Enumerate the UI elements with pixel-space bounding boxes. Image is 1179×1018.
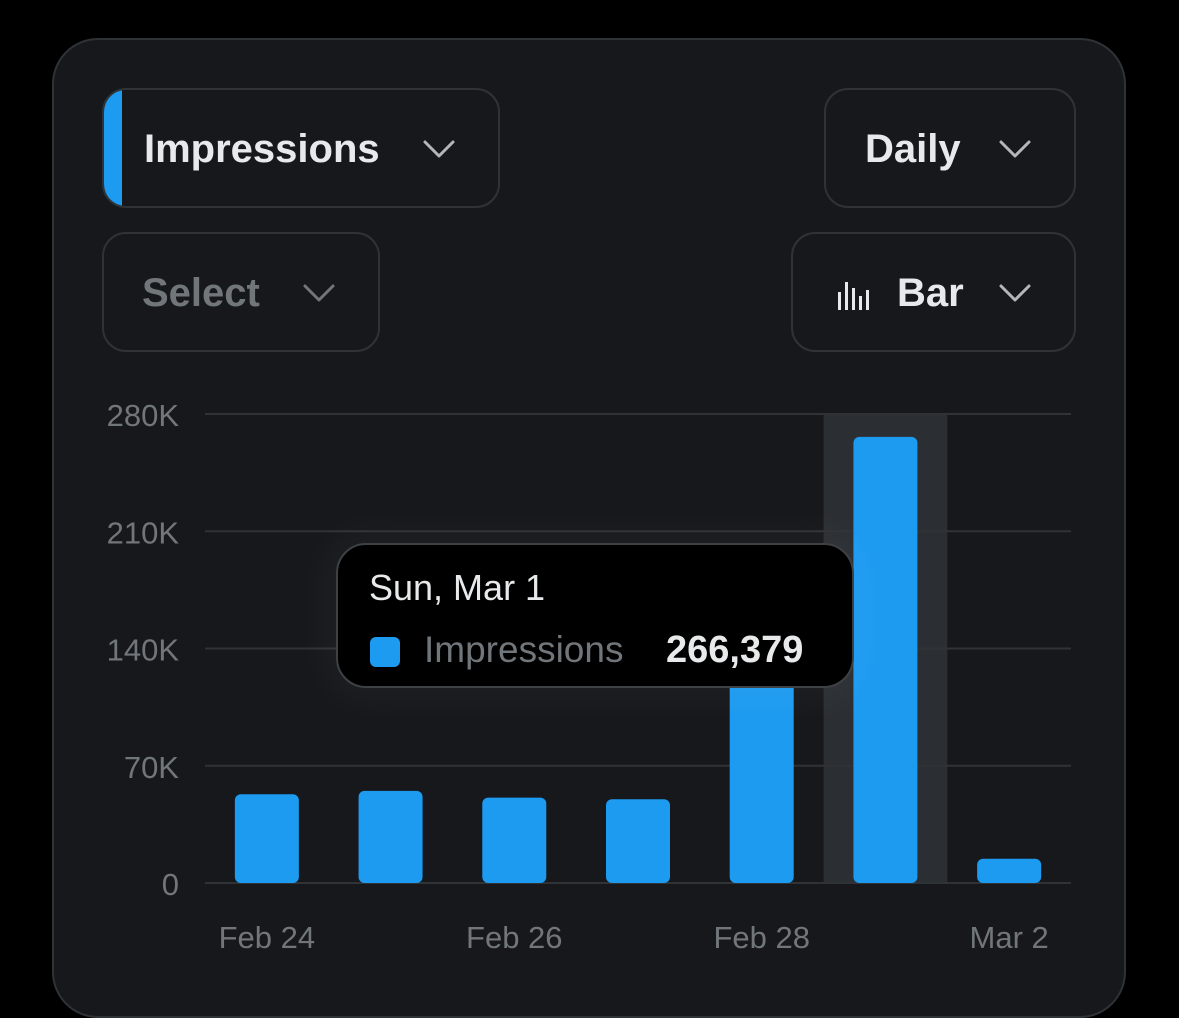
y-tick-label: 140K [107,633,180,668]
impressions-bar-chart: 0 70K 140K 210K 280K Feb 24 Feb 26 Feb 28 Mar 2 [107,398,1071,955]
chevron-down-icon [423,140,455,158]
bar-mar-2 [977,858,1042,883]
period-dropdown[interactable]: Daily [824,88,1076,208]
tooltip-date: Sun, Mar 1 [369,567,546,608]
x-tick-label: Feb 26 [466,920,563,955]
chart-tooltip: Sun, Mar 1 Impressions 266,379 [336,543,854,688]
bar-feb-25 [358,790,423,883]
metric-dropdown-label: Impressions [144,127,380,171]
chevron-down-icon [999,284,1031,302]
bar-feb-27 [606,799,670,883]
metric-dropdown[interactable]: Impressions [102,88,500,208]
y-tick-label: 0 [162,867,179,902]
bar-feb-28 [729,661,794,883]
y-tick-label: 210K [107,515,180,550]
chevron-down-icon [303,284,335,302]
tooltip-series-swatch [370,637,400,667]
chevron-down-icon [999,140,1031,158]
bar-feb-26 [482,797,547,883]
tooltip-series-name: Impressions [424,629,624,670]
period-dropdown-label: Daily [865,127,961,171]
y-tick-label: 280K [107,398,180,433]
chart-type-label: Bar [897,271,964,315]
bar-mar-1 [853,436,918,883]
metric-color-indicator [104,90,122,206]
x-tick-label: Mar 2 [970,920,1049,955]
y-tick-label: 70K [124,750,179,785]
x-tick-label: Feb 28 [713,920,810,955]
tooltip-value: 266,379 [666,629,804,671]
x-tick-label: Feb 24 [219,920,316,955]
compare-dropdown-placeholder: Select [142,271,260,315]
bar-feb-24 [234,794,299,883]
compare-metric-dropdown[interactable]: Select [102,232,380,352]
chart-type-dropdown[interactable]: Bar [791,232,1076,352]
bar-chart-icon [838,282,869,310]
